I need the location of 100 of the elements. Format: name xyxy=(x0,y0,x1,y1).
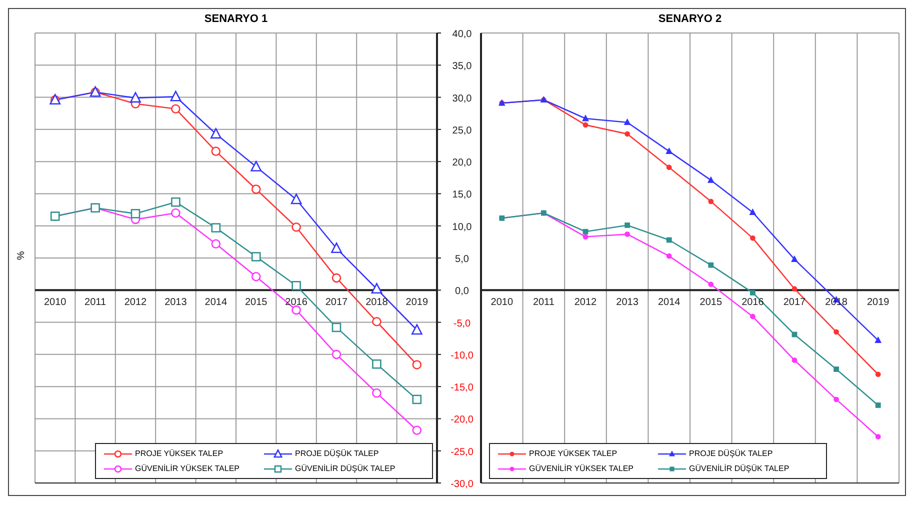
legend-label: GÜVENİLİR YÜKSEK TALEP xyxy=(135,464,240,473)
y-tick-label: 20,0 xyxy=(452,158,472,169)
x-tick-label: 2018 xyxy=(366,297,388,308)
point xyxy=(171,104,180,114)
point xyxy=(411,324,422,335)
y-tick-label: 25,0 xyxy=(452,125,472,136)
point xyxy=(250,160,262,172)
point xyxy=(624,232,630,237)
point xyxy=(708,282,714,288)
x-tick-label: 2012 xyxy=(574,297,598,308)
point xyxy=(875,372,881,378)
point xyxy=(791,256,798,262)
point xyxy=(251,252,261,262)
point xyxy=(834,366,839,372)
point xyxy=(130,92,141,103)
x-tick-label: 2016 xyxy=(742,297,764,308)
point xyxy=(412,394,422,404)
point xyxy=(750,314,756,320)
x-tick-label: 2015 xyxy=(700,297,722,308)
point xyxy=(708,176,714,183)
point xyxy=(130,208,140,218)
y-tick-label: 10,0 xyxy=(452,222,472,233)
point xyxy=(412,360,422,370)
point xyxy=(251,184,261,194)
x-tick-label: 2015 xyxy=(244,297,268,308)
point xyxy=(708,198,714,204)
point xyxy=(624,222,630,228)
point xyxy=(372,316,382,326)
point xyxy=(171,197,180,207)
x-tick-label: 2011 xyxy=(532,297,555,308)
x-tick-label: 2010 xyxy=(490,297,514,308)
y-tick-label: 15,0 xyxy=(452,190,472,201)
y-tick-label: -10,0 xyxy=(450,350,474,362)
y-axis-title: % xyxy=(16,251,27,260)
x-tick-label: 2014 xyxy=(658,297,681,308)
point xyxy=(582,228,588,234)
point xyxy=(331,242,342,254)
legend-label: PROJE DÜŞÜK TALEP xyxy=(689,449,773,458)
point xyxy=(834,329,839,335)
point xyxy=(834,396,839,402)
point xyxy=(412,426,422,435)
x-tick-label: 2010 xyxy=(44,297,67,308)
y-tick-label: -25,0 xyxy=(450,446,474,458)
x-tick-label: 2019 xyxy=(406,297,428,308)
point xyxy=(874,336,882,343)
point xyxy=(211,223,221,232)
point xyxy=(666,164,672,170)
point xyxy=(211,146,221,156)
point xyxy=(332,273,342,283)
point xyxy=(750,208,756,216)
point xyxy=(171,208,180,218)
point xyxy=(708,262,714,268)
x-tick-label: 2017 xyxy=(325,297,348,308)
point xyxy=(582,122,588,128)
point xyxy=(750,290,756,296)
x-tick-label: 2013 xyxy=(616,297,639,308)
point xyxy=(251,272,261,282)
y-tick-label: 5,0 xyxy=(455,254,470,265)
point xyxy=(792,358,798,363)
x-tick-label: 2011 xyxy=(84,297,106,308)
chart-title: SENARYO 2 xyxy=(657,12,723,27)
x-tick-label: 2012 xyxy=(124,297,148,308)
legend-label: GÜVENİLİR DÜŞÜK TALEP xyxy=(689,464,790,473)
point xyxy=(666,148,672,154)
legend-label: GÜVENİLİR DÜŞÜK TALEP xyxy=(295,464,396,473)
legend-label: PROJE DÜŞÜK TALEP xyxy=(295,449,379,458)
point xyxy=(582,234,588,240)
point xyxy=(210,128,222,139)
y-tick-label: -30,0 xyxy=(450,479,474,490)
point xyxy=(372,388,382,398)
point xyxy=(875,402,881,408)
point xyxy=(332,350,342,360)
chart-title: SENARYO 1 xyxy=(203,12,269,27)
legend-label: PROJE YÜKSEK TALEP xyxy=(529,449,618,458)
x-tick-label: 2014 xyxy=(204,297,228,308)
point xyxy=(582,115,589,122)
point xyxy=(624,118,630,126)
point xyxy=(211,239,221,249)
point xyxy=(292,222,301,232)
point xyxy=(372,359,382,369)
legend-label: GÜVENİLİR YÜKSEK TALEP xyxy=(529,464,634,473)
y-tick-label: 30,0 xyxy=(452,93,472,104)
point xyxy=(292,280,301,290)
point xyxy=(792,286,798,292)
x-tick-label: 2019 xyxy=(866,297,890,308)
legend-label: PROJE YÜKSEK TALEP xyxy=(135,449,224,458)
y-tick-label: 0,0 xyxy=(455,286,470,298)
point xyxy=(624,131,630,137)
y-tick-label: -20,0 xyxy=(450,414,474,426)
y-tick-label: 40,0 xyxy=(452,29,472,40)
x-tick-label: 2017 xyxy=(783,297,806,308)
point xyxy=(332,322,342,332)
y-tick-label: -5,0 xyxy=(453,318,472,330)
x-tick-label: 2013 xyxy=(164,297,188,308)
point xyxy=(750,235,756,241)
y-tick-label: 35,0 xyxy=(452,61,472,72)
point xyxy=(170,90,182,102)
point xyxy=(875,434,881,440)
point xyxy=(666,253,672,259)
point xyxy=(666,237,672,243)
